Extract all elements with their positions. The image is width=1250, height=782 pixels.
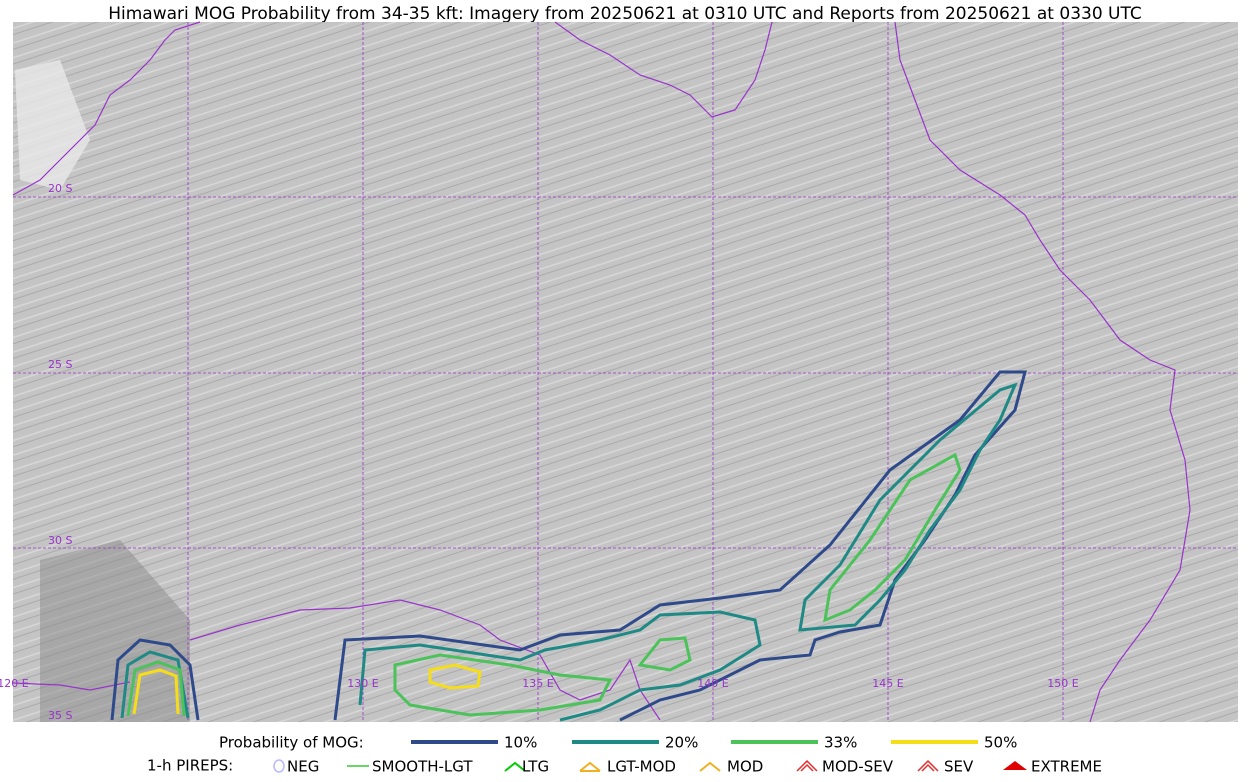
contour-33: [126, 660, 186, 717]
pirep-symbol: [699, 761, 721, 772]
legend-label: 10%: [504, 734, 537, 752]
legend-label: 50%: [984, 734, 1017, 752]
legend: Probability of MOG: 10% 20% 33% 50% 1-h PIREP…: [147, 734, 1102, 776]
legend-label: SEV: [944, 758, 974, 776]
graticule-labels: 20 S 25 S 30 S 35 S 120 E 130 E 135 E 140 E 145 …: [0, 182, 1079, 722]
pirep-symbol: [796, 759, 818, 772]
longitude-label: 140 E: [697, 677, 728, 690]
legend-title: Probability of MOG:: [219, 734, 364, 752]
legend-label: SMOOTH-LGT: [372, 758, 473, 776]
contour-33: [637, 636, 692, 672]
contour-33: [393, 653, 613, 717]
legend-label: EXTREME: [1031, 758, 1102, 776]
contour-10: [110, 638, 200, 721]
contour-50: [428, 663, 482, 690]
coastline-path: [12, 21, 201, 196]
legend-label: 20%: [665, 734, 698, 752]
longitude-label: 145 E: [872, 677, 903, 690]
satellite-imagery: [13, 22, 1238, 722]
longitude-label: 130 E: [347, 677, 378, 690]
longitude-label: 150 E: [1047, 677, 1078, 690]
latitude-label: 35 S: [48, 709, 72, 722]
pirep-symbol: [1003, 761, 1027, 770]
longitude-label: 120 E: [0, 677, 29, 690]
pirep-symbol: [273, 759, 285, 773]
map-title: Himawari MOG Probability from 34-35 kft:…: [108, 4, 1142, 24]
contour-50: [132, 668, 180, 715]
latitude-label: 30 S: [48, 534, 72, 547]
contour-20: [358, 610, 762, 722]
legend-title: 1-h PIREPS:: [147, 757, 233, 775]
coastline-path: [12, 681, 131, 691]
probability-contours: [110, 370, 1027, 722]
coastline-path: [189, 599, 661, 721]
contour-33: [823, 452, 962, 623]
cloud-patch: [40, 540, 190, 722]
contour-20: [798, 382, 1018, 632]
cloud-patch: [15, 60, 90, 190]
legend-label: MOD: [727, 758, 763, 776]
pirep-symbol: [579, 761, 601, 772]
coastline: [12, 21, 1191, 723]
latitude-label: 20 S: [48, 182, 72, 195]
legend-label: 33%: [824, 734, 857, 752]
pirep-symbol: [504, 761, 526, 772]
legend-label: LGT-MOD: [607, 758, 676, 776]
legend-label: LTG: [522, 758, 549, 776]
longitude-label: 135 E: [522, 677, 553, 690]
pirep-symbol: [917, 759, 939, 772]
legend-label: MOD-SEV: [822, 758, 894, 776]
legend-label: NEG: [287, 758, 319, 776]
latitude-label: 25 S: [48, 358, 72, 371]
contour-10: [333, 370, 1027, 722]
coastline-path: [554, 21, 773, 118]
map-area: 20 S 25 S 30 S 35 S 120 E 130 E 135 E 140 E 145 …: [0, 21, 1238, 723]
coastline-path: [894, 21, 1191, 723]
graticule: [13, 22, 1238, 722]
